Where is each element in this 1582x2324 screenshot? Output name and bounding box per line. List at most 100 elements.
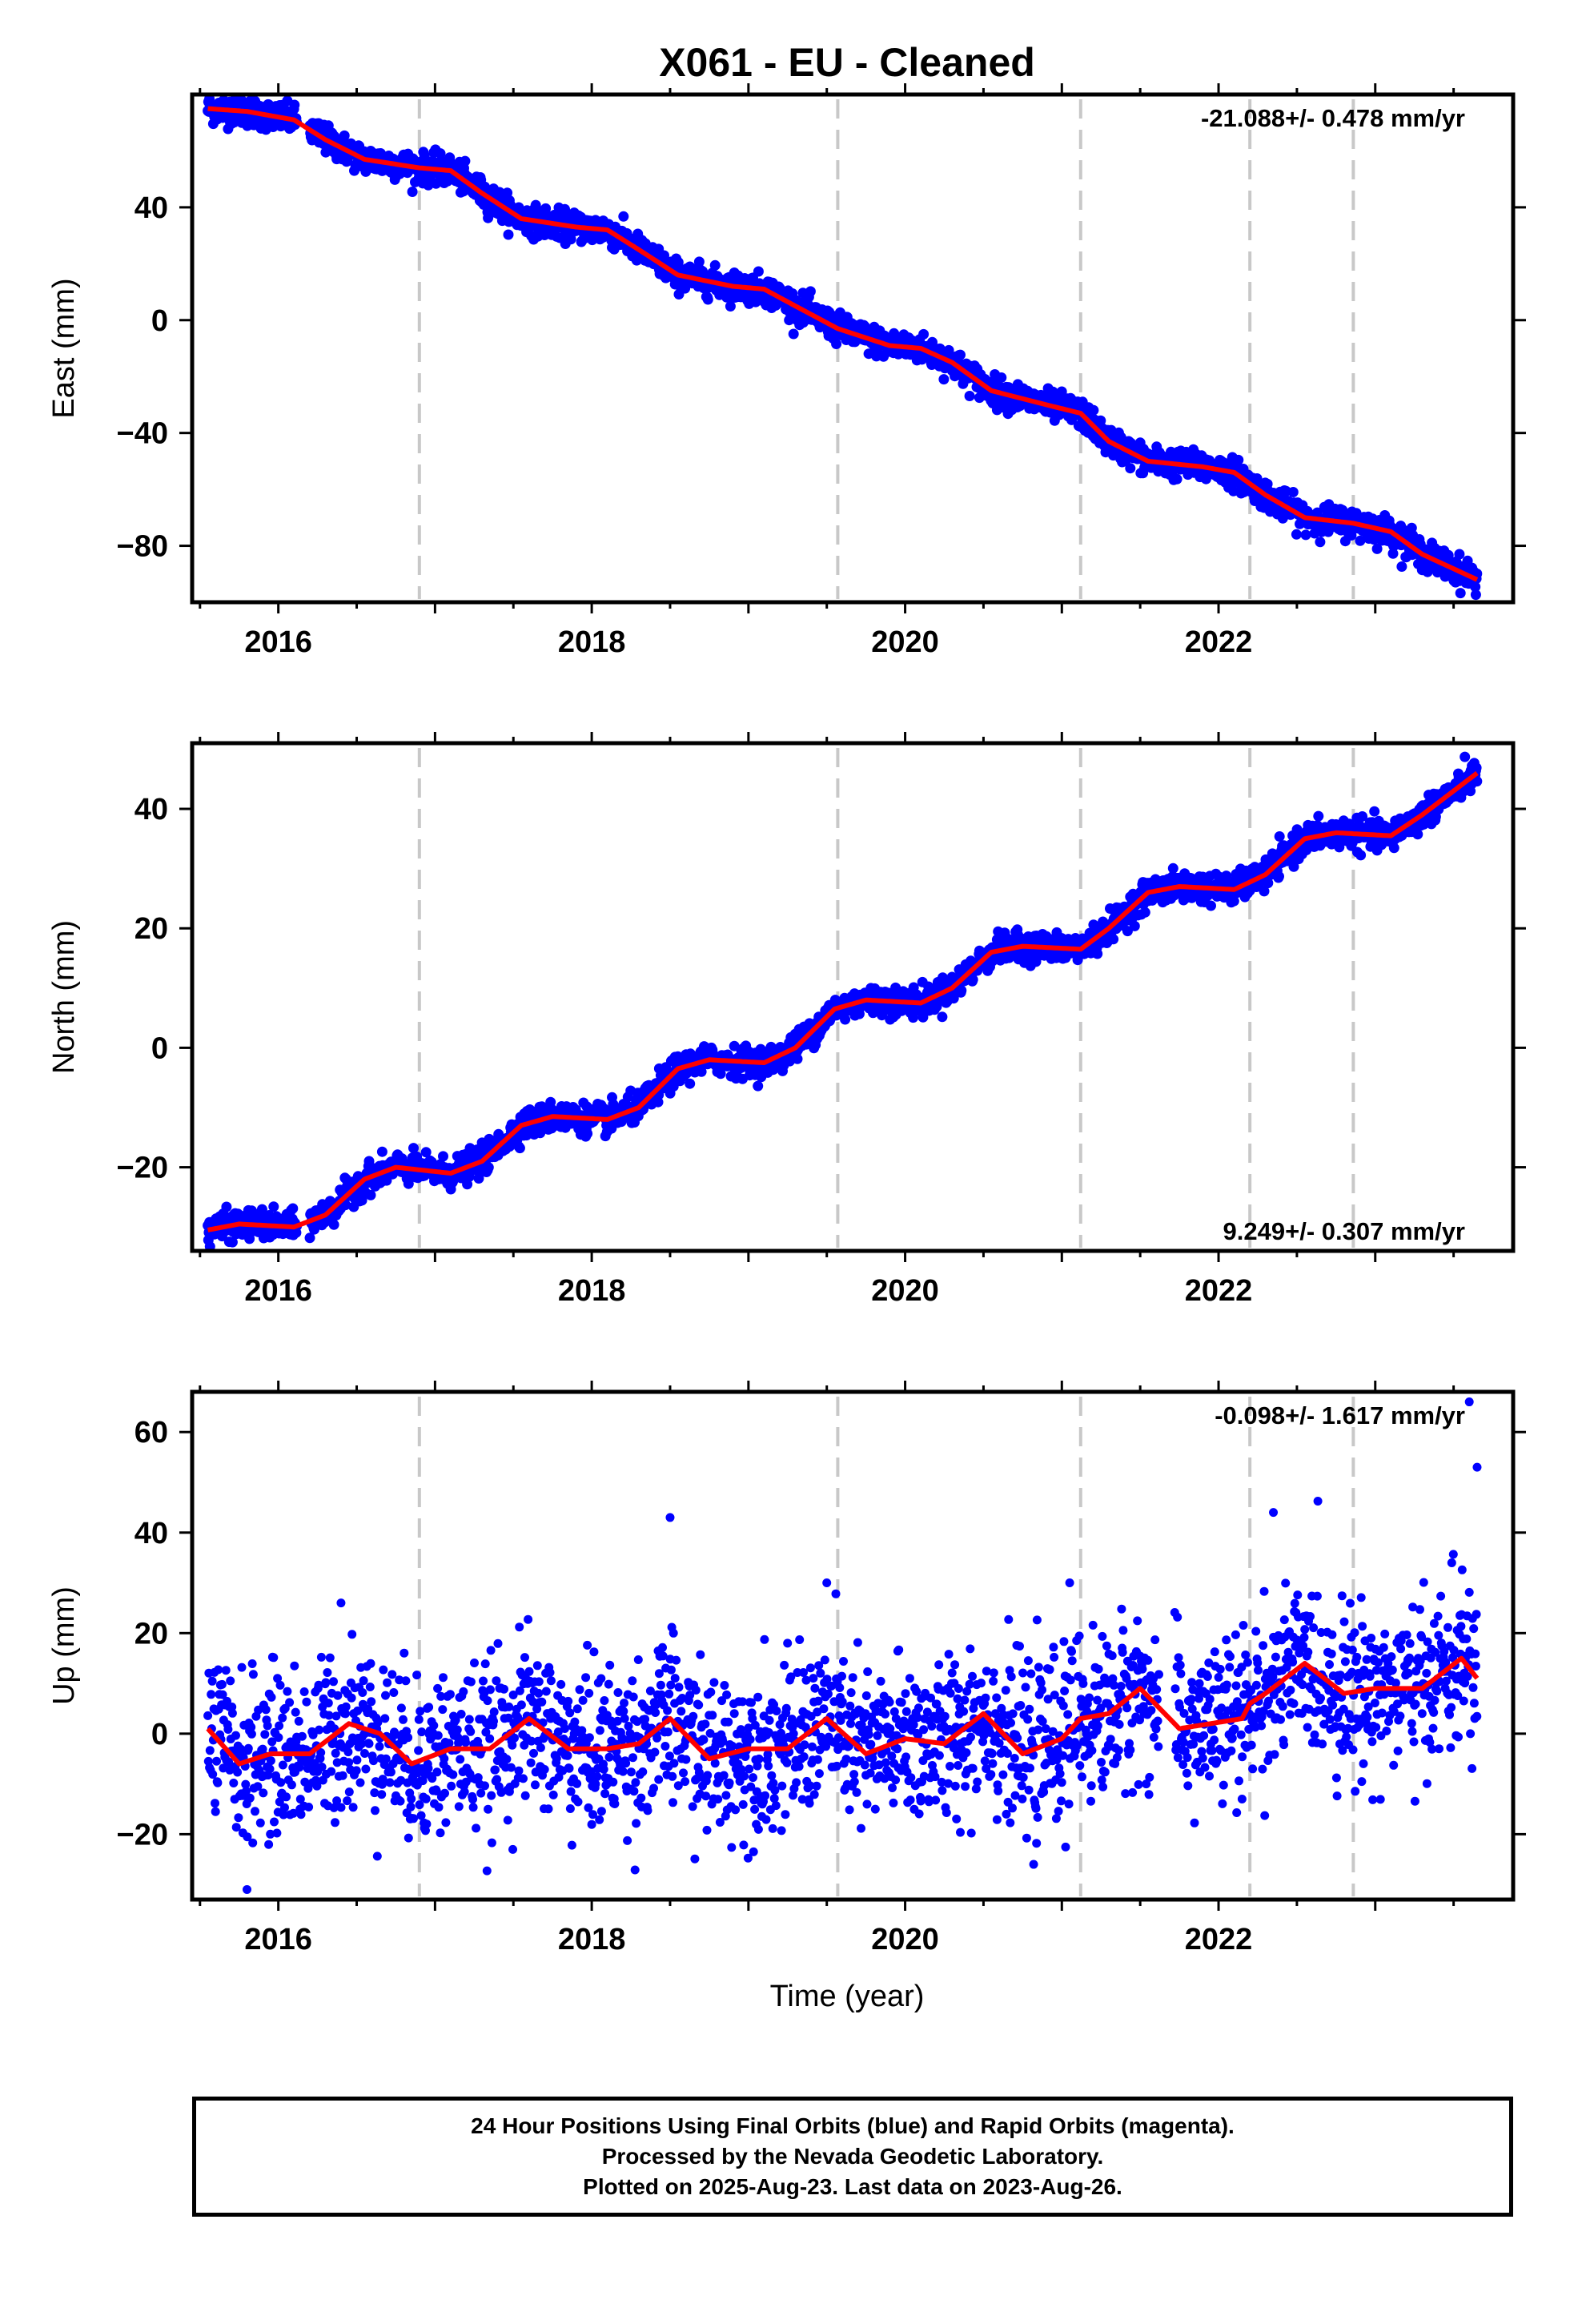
data-point bbox=[260, 1730, 270, 1739]
data-point bbox=[282, 1792, 291, 1802]
data-point bbox=[792, 1053, 803, 1064]
x-tick-label: 2020 bbox=[871, 1274, 939, 1308]
data-point bbox=[247, 1723, 256, 1732]
data-point bbox=[312, 1781, 322, 1791]
data-point bbox=[407, 187, 418, 197]
data-point bbox=[1221, 870, 1232, 882]
north-y-axis-label: North (mm) bbox=[47, 920, 81, 1074]
data-point bbox=[248, 1670, 258, 1679]
data-point bbox=[1092, 948, 1103, 959]
x-tick-label: 2022 bbox=[1185, 1274, 1253, 1308]
data-point bbox=[964, 391, 975, 401]
data-point bbox=[1167, 862, 1178, 874]
data-point bbox=[582, 1128, 593, 1139]
data-point bbox=[302, 1697, 311, 1707]
data-point bbox=[709, 259, 721, 271]
data-point bbox=[275, 1797, 284, 1807]
data-point bbox=[702, 294, 713, 305]
data-point bbox=[918, 328, 930, 340]
data-point bbox=[1471, 762, 1482, 774]
data-point bbox=[265, 1764, 275, 1774]
data-point bbox=[323, 1699, 333, 1708]
data-point bbox=[460, 155, 471, 167]
data-point bbox=[224, 1757, 234, 1767]
data-point bbox=[231, 1731, 240, 1740]
data-point bbox=[1139, 907, 1150, 918]
data-point bbox=[365, 1189, 376, 1200]
data-point bbox=[967, 974, 978, 985]
data-point bbox=[1263, 878, 1274, 889]
data-point bbox=[329, 1677, 338, 1687]
data-point bbox=[403, 1178, 414, 1189]
data-point bbox=[1206, 900, 1216, 911]
data-point bbox=[267, 1737, 277, 1747]
data-point bbox=[1259, 886, 1270, 897]
data-point bbox=[340, 1200, 351, 1211]
data-point bbox=[1454, 549, 1465, 560]
data-point bbox=[310, 1759, 319, 1769]
data-point bbox=[358, 1688, 367, 1697]
east-rate-label: -21.088+/- 0.478 mm/yr bbox=[1201, 104, 1465, 132]
data-point bbox=[715, 1068, 726, 1080]
data-point bbox=[217, 1679, 227, 1689]
data-point bbox=[1369, 806, 1380, 817]
data-point bbox=[279, 1810, 288, 1819]
data-point bbox=[331, 1748, 340, 1758]
data-point bbox=[315, 1725, 324, 1735]
data-point bbox=[955, 349, 966, 360]
data-point bbox=[1315, 537, 1326, 548]
data-point bbox=[233, 1767, 243, 1777]
data-point bbox=[259, 1788, 268, 1798]
data-point bbox=[304, 1803, 314, 1811]
x-tick-label: 2016 bbox=[244, 625, 312, 659]
data-point bbox=[1233, 454, 1244, 465]
x-tick-label: 2018 bbox=[558, 1274, 626, 1308]
data-point bbox=[431, 178, 442, 189]
data-point bbox=[438, 1151, 448, 1162]
data-point bbox=[218, 1690, 227, 1699]
data-point bbox=[1396, 561, 1407, 572]
data-point bbox=[221, 1666, 231, 1675]
data-point bbox=[693, 256, 705, 267]
data-point bbox=[288, 1808, 298, 1818]
data-point bbox=[1388, 842, 1399, 854]
data-point bbox=[347, 1693, 356, 1703]
data-point bbox=[996, 372, 1007, 383]
data-point bbox=[299, 1687, 309, 1696]
data-point bbox=[1088, 404, 1099, 416]
data-point bbox=[272, 1828, 282, 1838]
data-point bbox=[1355, 850, 1367, 861]
data-point bbox=[333, 1691, 343, 1700]
data-point bbox=[211, 1799, 219, 1808]
data-point bbox=[1287, 487, 1299, 497]
data-point bbox=[287, 1203, 299, 1214]
data-point bbox=[258, 1744, 267, 1754]
data-point bbox=[236, 1744, 246, 1754]
north-points bbox=[203, 751, 1483, 1251]
data-point bbox=[304, 1232, 315, 1244]
data-point bbox=[341, 1702, 351, 1711]
data-point bbox=[327, 1767, 336, 1776]
east-points bbox=[203, 94, 1483, 601]
data-point bbox=[266, 1756, 275, 1766]
data-point bbox=[1412, 829, 1423, 840]
data-point bbox=[229, 1779, 239, 1787]
data-point bbox=[251, 1807, 259, 1816]
data-point bbox=[273, 1674, 283, 1683]
data-point bbox=[938, 374, 950, 385]
data-point bbox=[255, 1818, 265, 1827]
data-point bbox=[753, 266, 764, 277]
east-frame bbox=[190, 92, 1516, 605]
data-point bbox=[289, 99, 300, 111]
data-point bbox=[223, 1725, 233, 1734]
data-point bbox=[343, 1796, 352, 1806]
data-point bbox=[483, 1162, 494, 1173]
data-point bbox=[308, 1730, 318, 1739]
data-point bbox=[212, 1756, 221, 1766]
y-tick-label: 40 bbox=[135, 191, 168, 225]
data-point bbox=[753, 1080, 764, 1092]
